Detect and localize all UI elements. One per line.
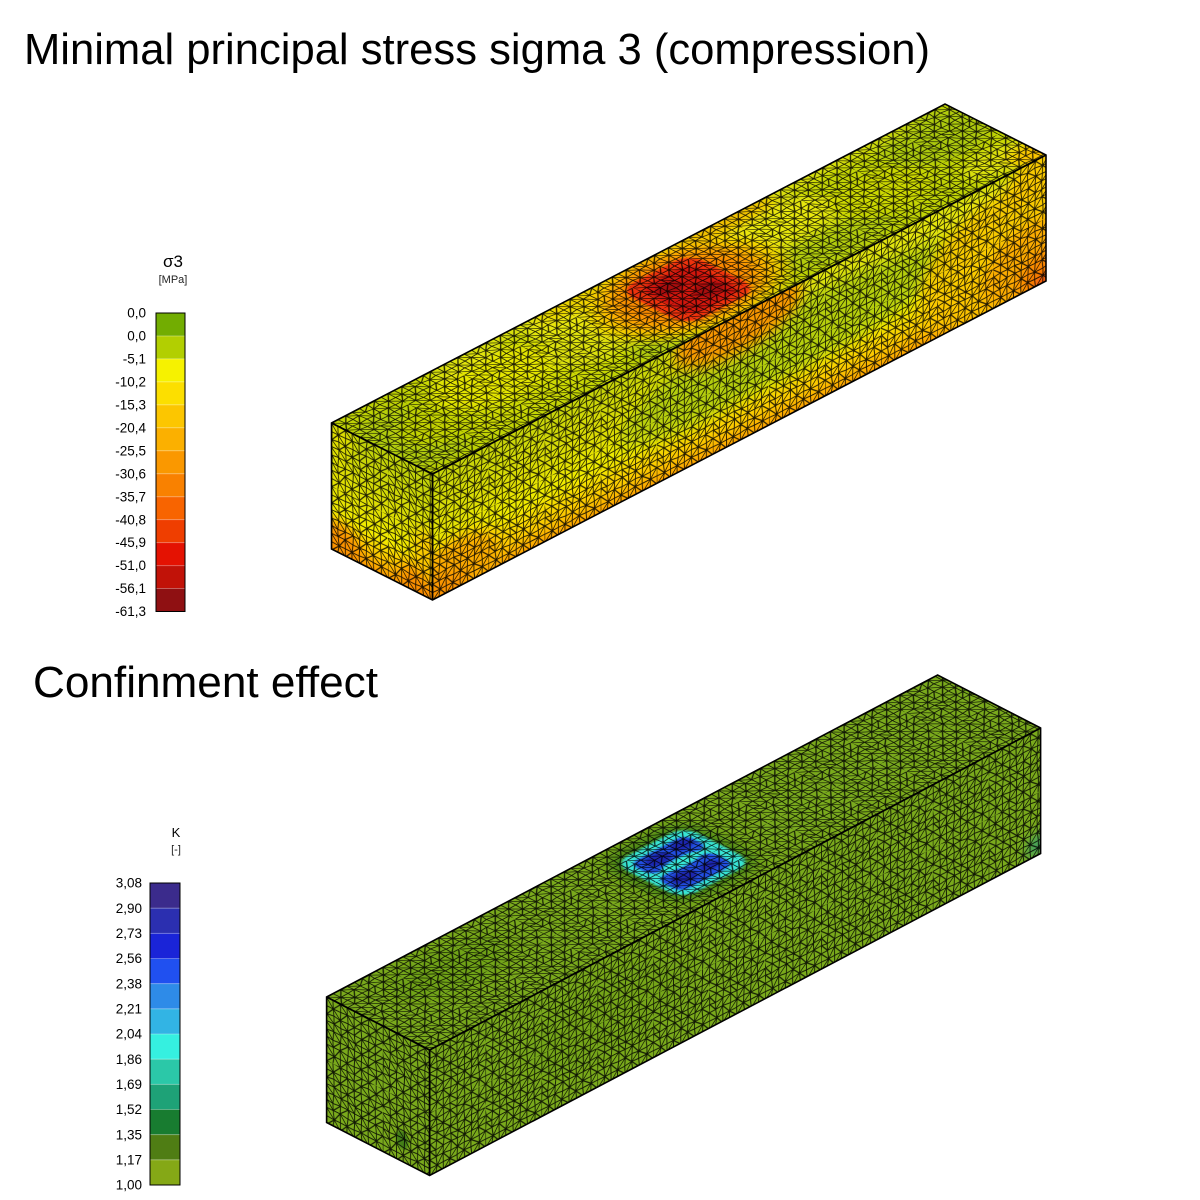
svg-text:-35,7: -35,7: [115, 489, 146, 504]
svg-text:0,0: 0,0: [127, 329, 146, 344]
svg-text:-10,2: -10,2: [115, 374, 146, 389]
svg-text:1,35: 1,35: [116, 1127, 142, 1142]
svg-text:2,73: 2,73: [116, 926, 142, 941]
svg-text:1,69: 1,69: [116, 1077, 142, 1092]
svg-text:0,0: 0,0: [127, 306, 146, 321]
svg-text:3,08: 3,08: [116, 876, 142, 891]
svg-text:K: K: [172, 825, 181, 840]
svg-text:2,90: 2,90: [116, 901, 142, 916]
svg-text:1,17: 1,17: [116, 1152, 142, 1167]
svg-text:-56,1: -56,1: [115, 581, 146, 596]
svg-text:-51,0: -51,0: [115, 558, 146, 573]
svg-text:-61,3: -61,3: [115, 604, 146, 619]
svg-text:1,52: 1,52: [116, 1102, 142, 1117]
svg-text:-30,6: -30,6: [115, 466, 146, 481]
svg-text:-40,8: -40,8: [115, 512, 146, 527]
svg-text:2,56: 2,56: [116, 951, 142, 966]
svg-text:-25,5: -25,5: [115, 443, 146, 458]
svg-text:σ3: σ3: [163, 252, 183, 271]
svg-text:-15,3: -15,3: [115, 397, 146, 412]
svg-text:Confinment effect: Confinment effect: [33, 658, 378, 707]
svg-text:2,04: 2,04: [116, 1027, 143, 1042]
svg-text:-5,1: -5,1: [123, 352, 146, 367]
svg-text:-20,4: -20,4: [115, 420, 146, 435]
svg-text:Minimal principal stress sigma: Minimal principal stress sigma 3 (compre…: [24, 25, 930, 74]
svg-text:1,00: 1,00: [116, 1178, 142, 1193]
svg-text:[MPa]: [MPa]: [159, 274, 188, 286]
svg-text:-45,9: -45,9: [115, 535, 146, 550]
svg-text:2,38: 2,38: [116, 976, 142, 991]
svg-text:2,21: 2,21: [116, 1001, 142, 1016]
svg-text:[-]: [-]: [171, 844, 181, 856]
svg-text:1,86: 1,86: [116, 1052, 142, 1067]
